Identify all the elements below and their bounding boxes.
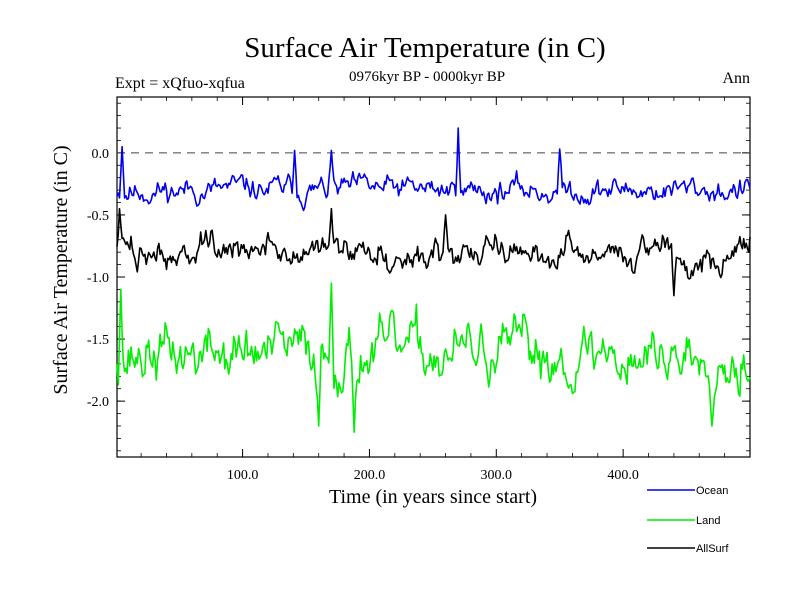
x-tick-label: 100.0	[227, 468, 259, 483]
x-axis-label: Time (in years since start)	[329, 486, 537, 508]
season-label: Ann	[722, 70, 750, 87]
legend-label-ocean: Ocean	[696, 485, 728, 497]
period-label: 0976kyr BP - 0000kyr BP	[349, 69, 505, 85]
plot-frame	[116, 96, 751, 458]
legend: Ocean Land AllSurf	[647, 485, 729, 555]
y-tick-label: 0.0	[92, 147, 110, 162]
series-line-ocean	[116, 127, 751, 212]
series-line-land	[116, 282, 751, 433]
y-tick-label: -1.5	[87, 333, 109, 348]
experiment-label: Expt = xQfuo-xqfua	[115, 75, 245, 92]
x-tick-label: 400.0	[607, 468, 639, 483]
plot-area: 0.0 -0.5 -1.0 -1.5 -2.0 100.0 200.0 300.0 400.0	[87, 96, 751, 483]
series-line-allsurf	[116, 207, 751, 297]
legend-label-allsurf: AllSurf	[696, 543, 729, 555]
legend-label-land: Land	[696, 515, 720, 527]
x-tick-label: 200.0	[354, 468, 386, 483]
chart-title: Surface Air Temperature (in C)	[244, 32, 605, 64]
y-axis-label: Surface Air Temperature (in C)	[50, 145, 72, 394]
y-tick-label: -2.0	[87, 395, 109, 410]
x-tick-label: 300.0	[481, 468, 513, 483]
y-tick-label: -0.5	[87, 209, 109, 224]
y-tick-label: -1.0	[87, 271, 109, 286]
